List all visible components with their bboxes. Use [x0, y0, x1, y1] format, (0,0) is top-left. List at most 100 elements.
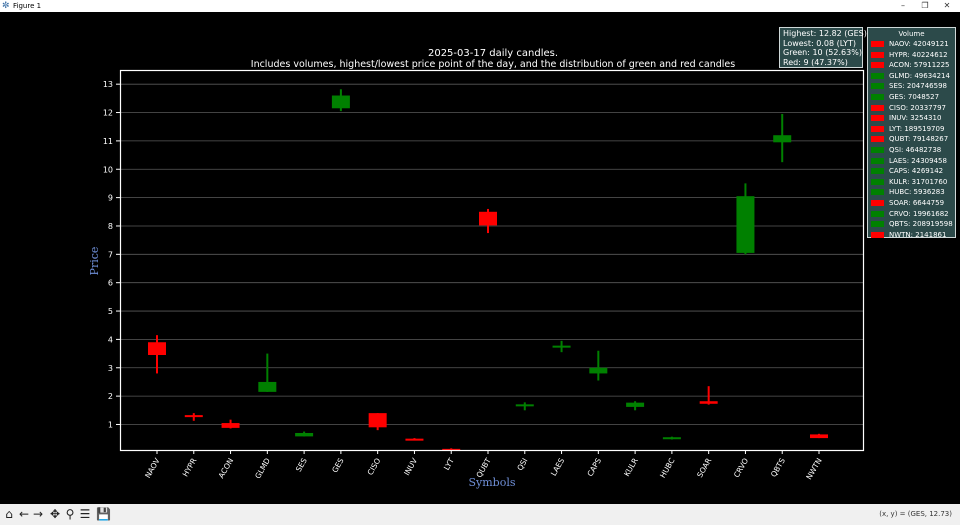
grid-lines	[120, 83, 863, 425]
candle-ciso	[368, 413, 387, 431]
candle-body	[405, 438, 424, 441]
candle-body	[331, 95, 350, 109]
legend-swatch	[871, 210, 884, 217]
legend-label: NWTN: 2141861	[889, 230, 947, 239]
legend-entry: QBTS: 208919598	[868, 219, 955, 230]
legend-entry: HUBC: 5936283	[868, 187, 955, 198]
legend-label: LAES: 24309458	[889, 156, 947, 165]
legend-label: CAPS: 4269142	[889, 167, 944, 176]
legend-entry: SES: 204746598	[868, 81, 955, 92]
back-icon[interactable]: ←	[18, 507, 30, 521]
legend-label: LYT: 189519709	[889, 124, 945, 133]
legend-swatch	[871, 136, 884, 143]
legend-entry: NAOV: 42049121	[868, 39, 955, 50]
candle-qsi	[515, 402, 534, 411]
legend-swatch	[871, 41, 884, 47]
legend-label: CRVO: 19961682	[889, 209, 949, 218]
candle-body	[295, 432, 314, 437]
candle-hubc	[662, 436, 681, 440]
red-count-text: Red: 9 (47.37%)	[783, 57, 848, 67]
candle-body	[221, 423, 240, 428]
close-icon[interactable]: ✕	[943, 1, 951, 10]
candle-body	[184, 415, 203, 418]
x-tick-label: QBTS	[769, 456, 787, 478]
legend-title: Volume	[898, 30, 925, 38]
legend-entry: KULR: 31701760	[868, 177, 955, 188]
legend-swatch	[871, 51, 884, 58]
matplotlib-icon: ✼	[2, 1, 10, 11]
home-icon[interactable]: ⌂	[5, 507, 13, 521]
candle-body	[662, 437, 681, 440]
legend-label: GLMD: 49634214	[889, 71, 950, 80]
x-tick-label: LYT	[442, 456, 456, 472]
candle-ses	[295, 431, 314, 437]
candle-nwtn	[810, 433, 828, 439]
candle-body	[773, 135, 792, 143]
legend-entry: CISO: 20337797	[868, 103, 955, 114]
legend-swatch	[871, 62, 884, 69]
maximize-icon[interactable]: ❐	[921, 1, 929, 10]
legend-label: KULR: 31701760	[889, 177, 948, 186]
legend-swatch	[871, 104, 884, 111]
legend-swatch	[871, 231, 884, 238]
minimize-icon[interactable]: –	[901, 1, 905, 10]
y-tick-label: 13	[103, 80, 113, 89]
candle-laes	[552, 340, 571, 353]
legend-label: GES: 7048527	[889, 92, 940, 101]
x-tick-label: GES	[330, 456, 346, 474]
configure-icon[interactable]: ☰	[79, 507, 91, 521]
legend-entry: HYPR: 40224612	[868, 50, 955, 61]
forward-icon[interactable]: →	[32, 507, 44, 521]
candle-kulr	[626, 401, 645, 411]
y-tick-label: 8	[108, 222, 113, 231]
candle-caps	[589, 350, 608, 381]
legend-swatch	[871, 178, 884, 185]
legend-entry: NWTN: 2141861	[868, 230, 955, 241]
x-tick-label: KULR	[622, 457, 640, 478]
zoom-icon[interactable]: ⚲	[65, 507, 75, 521]
y-tick-label: 10	[103, 165, 113, 174]
legend-swatch	[871, 115, 884, 122]
figure-canvas: 2025-03-17 daily candles. Includes volum…	[0, 12, 960, 504]
save-icon[interactable]: 💾	[96, 507, 111, 521]
coordinate-readout: (x, y) = (GES, 12.73)	[879, 510, 952, 518]
legend-label: QSI: 46482738	[889, 145, 942, 154]
x-tick-label: SES	[294, 456, 309, 473]
legend-swatch	[871, 72, 884, 79]
legend-label: SES: 204746598	[889, 82, 947, 91]
legend-entry: LYT: 189519709	[868, 124, 955, 135]
candle-glmd	[258, 353, 277, 392]
y-tick-label: 12	[103, 109, 113, 118]
y-tick-label: 1	[108, 420, 113, 429]
candle-body	[699, 401, 718, 404]
x-tick-label: GLMD	[253, 456, 272, 480]
x-tick-label: HUBC	[658, 457, 676, 480]
x-tick-label: NWTN	[804, 457, 823, 482]
candle-soar	[699, 386, 718, 405]
x-tick-label: CRVO	[732, 456, 750, 479]
candle-body	[515, 404, 534, 407]
legend-swatch	[871, 146, 884, 153]
candle-body	[552, 345, 571, 348]
candle-acon	[221, 419, 240, 429]
y-tick-label: 2	[108, 392, 113, 401]
plot-frame	[119, 69, 865, 452]
x-tick-label: INUV	[402, 456, 419, 477]
legend-swatch	[871, 93, 884, 100]
candle-body	[258, 381, 277, 392]
legend-swatch	[871, 83, 884, 90]
candle-body	[589, 367, 608, 374]
pan-icon[interactable]: ✥	[49, 507, 61, 521]
candle-body	[148, 342, 166, 355]
legend-label: CISO: 20337797	[889, 103, 946, 112]
y-tick-label: 7	[108, 250, 113, 259]
legend-swatch	[871, 125, 884, 132]
green-count-text: Green: 10 (52.63%)	[783, 48, 862, 57]
y-tick-label: 9	[108, 194, 113, 203]
x-tick-label: CISO	[366, 456, 383, 476]
candle-hypr	[184, 413, 203, 421]
lowest-text: Lowest: 0.08 (LYT)	[783, 38, 856, 48]
candle-body	[810, 434, 828, 439]
candles	[148, 89, 828, 451]
